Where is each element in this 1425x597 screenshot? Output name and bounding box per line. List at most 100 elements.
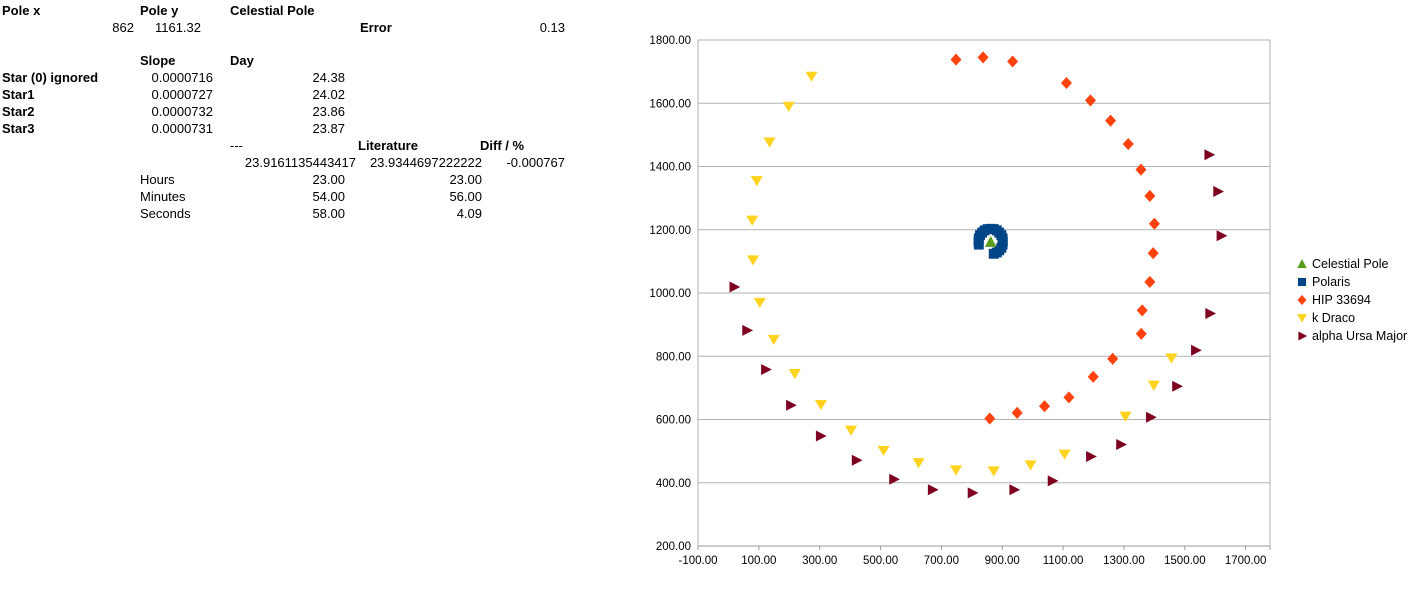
x-tick-label: 900.00 — [985, 555, 1020, 567]
data-point-hip-33694 — [1135, 327, 1147, 340]
data-point-alpha-ursa-major — [786, 399, 797, 411]
hours-label: Hours — [140, 172, 175, 187]
x-tick-label: 1700.00 — [1225, 555, 1267, 567]
star-row-day: 23.86 — [312, 104, 345, 119]
y-tick-label: 200.00 — [656, 541, 691, 553]
y-tick-label: 400.00 — [656, 478, 691, 490]
data-point-k-draco — [1147, 380, 1160, 391]
data-point-hip-33694 — [1144, 275, 1156, 288]
star-row-name: Star2 — [2, 104, 35, 119]
legend-item-hip-33694: HIP 33694 — [1296, 291, 1407, 309]
data-point-k-draco — [949, 465, 963, 476]
data-point-hip-33694 — [1084, 94, 1096, 107]
data-point-hip-33694 — [1063, 391, 1075, 404]
data-point-hip-33694 — [1107, 352, 1119, 365]
diff-value: -0.000767 — [506, 155, 565, 170]
slope-header: Slope — [140, 53, 176, 68]
data-point-k-draco — [814, 399, 827, 411]
data-point-alpha-ursa-major — [967, 487, 979, 499]
data-point-hip-33694 — [1135, 163, 1147, 176]
triangle-right-icon — [1298, 331, 1308, 341]
hours-literature: 23.00 — [449, 172, 482, 187]
data-point-hip-33694 — [1087, 370, 1099, 383]
triangle-up-icon — [1297, 259, 1307, 269]
data-point-k-draco — [987, 466, 1000, 477]
star-row-name: Star3 — [2, 121, 35, 136]
star-row-day: 24.38 — [312, 70, 345, 85]
data-point-k-draco — [1058, 449, 1071, 460]
triangle-down-icon — [1297, 314, 1307, 323]
legend-item-polaris: Polaris — [1296, 273, 1407, 291]
legend-label: alpha Ursa Major — [1312, 329, 1408, 343]
legend-item-celestial-pole: Celestial Pole — [1296, 255, 1407, 273]
data-point-alpha-ursa-major — [889, 473, 900, 485]
star-row-slope: 0.0000716 — [151, 70, 213, 85]
legend-label: Polaris — [1312, 275, 1351, 289]
data-point-k-draco — [747, 255, 760, 266]
data-point-alpha-ursa-major — [1205, 308, 1217, 320]
data-point-alpha-ursa-major — [1191, 344, 1202, 356]
pole-y-label: Pole y — [140, 3, 179, 18]
data-point-hip-33694 — [1136, 304, 1148, 317]
data-point-alpha-ursa-major — [927, 484, 939, 496]
data-point-hip-33694 — [1007, 55, 1019, 68]
chart-legend: Celestial Pole Polaris HIP 33694 k Draco… — [1296, 255, 1407, 345]
minutes-label: Minutes — [140, 189, 186, 204]
literature-value: 23.9344697222222 — [369, 155, 482, 170]
mean-day-value: 23.9161135443417 — [244, 155, 356, 170]
data-point-k-draco — [750, 176, 763, 187]
legend-label: k Draco — [1312, 311, 1356, 325]
y-tick-label: 1600.00 — [649, 98, 691, 110]
data-point-k-draco — [805, 71, 818, 82]
data-point-k-draco — [767, 334, 780, 345]
x-tick-label: -100.00 — [678, 555, 717, 567]
legend-label: HIP 33694 — [1312, 293, 1371, 307]
data-point-k-draco — [763, 137, 776, 148]
dashes-cell: --- — [230, 138, 243, 153]
data-point-hip-33694 — [977, 51, 989, 64]
pole-x-label: Pole x — [2, 3, 41, 18]
y-tick-label: 1800.00 — [649, 35, 691, 47]
data-point-alpha-ursa-major — [851, 454, 863, 466]
data-point-k-draco — [912, 458, 925, 469]
data-point-celestial-pole — [984, 235, 997, 247]
data-point-hip-33694 — [1011, 406, 1023, 419]
error-value: 0.13 — [539, 20, 565, 35]
celestial-pole-label: Celestial Pole — [230, 3, 315, 18]
y-tick-label: 600.00 — [656, 415, 691, 427]
literature-header: Literature — [358, 138, 418, 153]
data-point-alpha-ursa-major — [729, 281, 741, 293]
seconds-measured: 58.00 — [312, 206, 345, 221]
data-point-alpha-ursa-major — [1204, 149, 1216, 161]
x-tick-label: 1300.00 — [1103, 555, 1145, 567]
x-tick-label: 1100.00 — [1043, 555, 1084, 567]
x-tick-label: 1500.00 — [1164, 555, 1206, 567]
pole-x-value: 862 — [112, 20, 134, 35]
star-row-day: 24.02 — [312, 87, 345, 102]
star-row-name: Star (0) ignored — [2, 70, 99, 85]
data-point-k-draco — [1165, 353, 1178, 364]
data-point-k-draco — [1024, 460, 1037, 471]
data-point-alpha-ursa-major — [742, 324, 754, 336]
data-point-k-draco — [746, 215, 759, 226]
y-tick-label: 1200.00 — [649, 225, 691, 237]
minutes-literature: 56.00 — [449, 189, 482, 204]
diff-header: Diff / % — [480, 138, 525, 153]
data-point-hip-33694 — [1039, 400, 1051, 413]
legend-label: Celestial Pole — [1312, 257, 1389, 271]
data-point-k-draco — [782, 101, 795, 112]
minutes-measured: 54.00 — [312, 189, 345, 204]
data-point-hip-33694 — [1148, 217, 1160, 230]
data-point-alpha-ursa-major — [1047, 475, 1059, 487]
data-point-alpha-ursa-major — [1086, 451, 1097, 463]
data-point-polaris — [973, 239, 984, 250]
x-tick-label: 100.00 — [741, 555, 776, 567]
data-point-hip-33694 — [950, 53, 962, 66]
data-point-alpha-ursa-major — [1172, 380, 1183, 392]
data-point-alpha-ursa-major — [1146, 411, 1157, 423]
legend-item-k-draco: k Draco — [1296, 309, 1407, 327]
data-point-alpha-ursa-major — [1009, 484, 1021, 496]
data-point-hip-33694 — [984, 412, 996, 425]
